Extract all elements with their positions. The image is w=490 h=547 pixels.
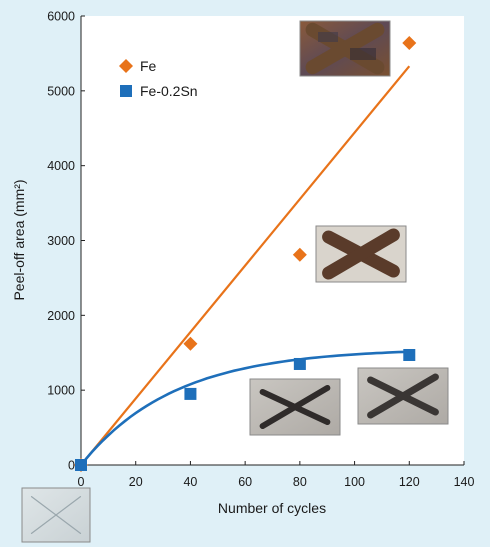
legend: Fe Fe-0.2Sn bbox=[119, 58, 198, 99]
x-axis-label: Number of cycles bbox=[218, 500, 326, 516]
photo-fe-sn-80-cycles bbox=[249, 378, 341, 436]
photo-fe-sn-120-cycles bbox=[357, 367, 449, 425]
cross-scratch bbox=[322, 228, 400, 280]
fe-sn-trend-curve bbox=[79, 350, 410, 466]
legend-fe-label: Fe bbox=[140, 58, 157, 74]
fe-sn-data-point bbox=[75, 459, 87, 471]
cross-scratch bbox=[305, 22, 385, 75]
y-tick-label: 3000 bbox=[47, 234, 75, 248]
y-tick-label: 2000 bbox=[47, 309, 75, 323]
y-tick-label: 5000 bbox=[47, 84, 75, 98]
fe-sn-data-point bbox=[184, 387, 197, 400]
y-tick-label: 1000 bbox=[47, 384, 75, 398]
corrosion-spot bbox=[350, 48, 376, 60]
legend-fe-marker bbox=[119, 59, 133, 73]
y-tick-label: 0 bbox=[68, 459, 75, 473]
axes: 0 1000 2000 3000 4000 5000 6000 0 20 40 60 80 100 120… bbox=[47, 10, 474, 490]
cross-scratch bbox=[259, 384, 331, 430]
x-tick-label: 20 bbox=[129, 475, 143, 489]
y-axis-label: Peel-off area (mm²) bbox=[11, 179, 27, 300]
photo-fe-80-cycles bbox=[315, 225, 407, 283]
fe-sn-data-point bbox=[403, 348, 416, 361]
trend-lines bbox=[79, 65, 411, 466]
fe-sn-data-point bbox=[293, 357, 306, 370]
y-tick-label: 4000 bbox=[47, 159, 75, 173]
x-tick-label: 0 bbox=[78, 475, 85, 489]
fe-data-point bbox=[402, 35, 417, 50]
corrosion-spot bbox=[318, 32, 338, 42]
data-markers bbox=[74, 35, 417, 472]
x-tick-label: 140 bbox=[454, 475, 475, 489]
photo-initial-panel bbox=[21, 487, 91, 543]
x-tick-label: 40 bbox=[183, 475, 197, 489]
legend-fe-sn-marker bbox=[120, 85, 132, 97]
photo-fe-120-cycles bbox=[299, 20, 391, 77]
x-tick-label: 100 bbox=[344, 475, 365, 489]
x-tick-label: 80 bbox=[293, 475, 307, 489]
x-tick-label: 60 bbox=[238, 475, 252, 489]
fe-data-point bbox=[292, 247, 307, 262]
y-tick-label: 6000 bbox=[47, 10, 75, 24]
legend-fe-sn-label: Fe-0.2Sn bbox=[140, 83, 198, 99]
cross-scratch bbox=[30, 496, 82, 534]
cross-scratch bbox=[367, 373, 439, 419]
inset-photos bbox=[21, 20, 449, 543]
fe-trend-line bbox=[80, 65, 411, 466]
fe-data-point bbox=[183, 336, 198, 351]
x-tick-label: 120 bbox=[399, 475, 420, 489]
